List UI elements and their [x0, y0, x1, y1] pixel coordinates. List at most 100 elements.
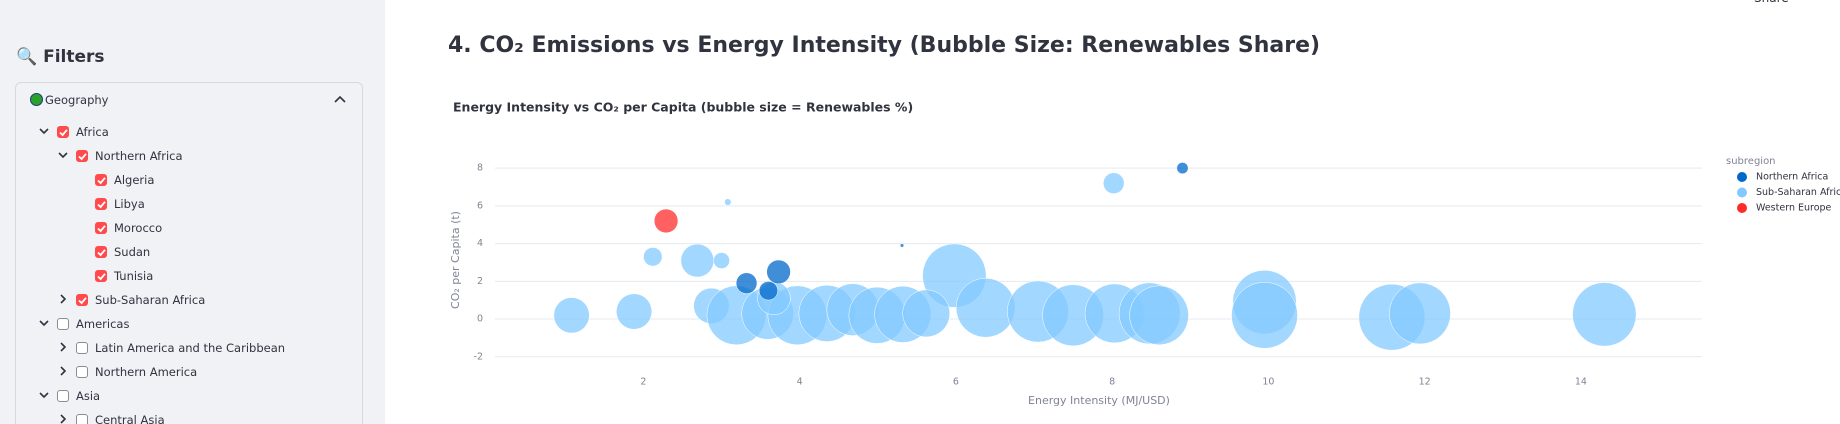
- bubble: [741, 287, 794, 340]
- bubble: [757, 281, 791, 316]
- expand-toggle[interactable]: [57, 413, 69, 424]
- node-label: Central Asia: [95, 413, 165, 424]
- bubble: [1103, 172, 1125, 194]
- node-label: Morocco: [114, 221, 163, 235]
- tree-node[interactable]: Sudan: [95, 243, 150, 261]
- expand-toggle[interactable]: [57, 365, 69, 380]
- checkbox[interactable]: [76, 414, 88, 424]
- checkbox[interactable]: [95, 246, 107, 258]
- x-tick-label: 10: [1262, 377, 1274, 388]
- chart-title: Energy Intensity vs CO₂ per Capita (bubb…: [453, 100, 913, 115]
- checkbox[interactable]: [95, 270, 107, 282]
- bubble: [874, 285, 932, 343]
- legend-label: Sub-Saharan Africa: [1756, 187, 1840, 198]
- bubble: [553, 297, 590, 334]
- bubble: [1007, 280, 1069, 343]
- share-button[interactable]: Share: [1754, 0, 1789, 5]
- node-label: Latin America and the Caribbean: [95, 341, 286, 355]
- expand-toggle[interactable]: [57, 293, 69, 308]
- bubble: [1231, 282, 1298, 349]
- globe-icon: [30, 93, 43, 106]
- expand-toggle[interactable]: [57, 341, 69, 356]
- expander-header[interactable]: Geography: [30, 93, 109, 107]
- bubble: [1232, 269, 1297, 335]
- checkbox[interactable]: [57, 126, 69, 138]
- tree-node[interactable]: Central Asia: [57, 411, 165, 424]
- legend-marker: [1737, 187, 1747, 198]
- bubble: [616, 293, 653, 330]
- tree-node[interactable]: Tunisia: [95, 267, 153, 285]
- x-tick-label: 4: [797, 377, 803, 388]
- tree-node[interactable]: Sub-Saharan Africa: [57, 291, 205, 309]
- bubble: [724, 198, 732, 206]
- y-tick-label: 4: [477, 238, 483, 249]
- node-label: Sudan: [114, 245, 151, 259]
- bubble: [922, 243, 987, 308]
- tree-node[interactable]: Libya: [95, 195, 145, 213]
- bubble: [680, 243, 715, 278]
- checkbox[interactable]: [76, 150, 88, 162]
- filter-expander: Geography Africa Northern Africa Algeria Li…: [15, 82, 363, 424]
- y-tick-label: 8: [477, 163, 483, 174]
- node-label: Asia: [76, 389, 101, 403]
- y-tick-label: -2: [474, 351, 483, 362]
- tree-node[interactable]: Morocco: [95, 219, 162, 237]
- x-tick-label: 6: [953, 377, 959, 388]
- bubble: [848, 286, 906, 344]
- bubble: [1572, 282, 1637, 347]
- bubble: [735, 272, 758, 294]
- tree-node[interactable]: Algeria: [95, 171, 154, 189]
- legend-label: Northern Africa: [1756, 172, 1828, 183]
- x-tick-label: 8: [1109, 377, 1115, 388]
- bubble: [758, 281, 779, 301]
- expand-toggle[interactable]: [38, 317, 50, 332]
- bubble: [902, 289, 951, 338]
- tree-node[interactable]: Asia: [38, 387, 100, 405]
- checkbox[interactable]: [57, 318, 69, 330]
- legend-marker: [1737, 203, 1747, 213]
- bubble: [767, 285, 828, 346]
- tree-node[interactable]: Northern America: [57, 363, 197, 381]
- x-tick-label: 2: [640, 377, 646, 388]
- expand-toggle[interactable]: [57, 149, 69, 164]
- expand-toggle[interactable]: [38, 389, 50, 404]
- y-axis-title: CO₂ per Capita (t): [449, 211, 462, 309]
- expand-toggle[interactable]: [38, 125, 50, 140]
- bubble: [826, 283, 880, 336]
- node-label: Algeria: [114, 173, 155, 187]
- node-label: Americas: [76, 317, 130, 331]
- page-heading: 4. CO₂ Emissions vs Energy Intensity (Bu…: [448, 33, 1321, 58]
- checkbox[interactable]: [95, 198, 107, 210]
- checkbox[interactable]: [76, 342, 88, 354]
- sidebar-title: 🔍 Filters: [16, 47, 105, 67]
- bubble: [1042, 284, 1104, 347]
- checkbox[interactable]: [95, 222, 107, 234]
- tree-node[interactable]: Africa: [38, 123, 109, 141]
- x-tick-label: 12: [1419, 377, 1431, 388]
- bubble: [706, 285, 767, 346]
- checkbox[interactable]: [95, 174, 107, 186]
- collapse-caret[interactable]: [334, 95, 346, 103]
- bubble: [899, 243, 905, 248]
- x-axis-title: Energy Intensity (MJ/USD): [1028, 394, 1170, 407]
- node-label: Africa: [76, 125, 109, 139]
- y-tick-label: 0: [477, 314, 483, 325]
- checkbox[interactable]: [57, 390, 69, 402]
- bubble: [713, 252, 730, 269]
- filters-label: Filters: [43, 47, 105, 67]
- tree-node[interactable]: Northern Africa: [57, 147, 183, 165]
- tree-node[interactable]: Americas: [38, 315, 129, 333]
- bubble: [693, 287, 730, 324]
- node-label: Sub-Saharan Africa: [95, 293, 206, 307]
- checkbox[interactable]: [76, 294, 88, 306]
- sidebar: 🔍 Filters Geography Africa Northern Afric…: [0, 0, 385, 424]
- legend-marker: [1737, 172, 1747, 182]
- checkbox[interactable]: [76, 366, 88, 378]
- bubble: [1084, 283, 1145, 344]
- legend-title: subregion: [1726, 156, 1776, 167]
- node-label: Northern America: [95, 365, 198, 379]
- tree-node[interactable]: Latin America and the Caribbean: [57, 339, 285, 357]
- legend-label: Western Europe: [1756, 203, 1832, 214]
- bubble: [766, 259, 791, 285]
